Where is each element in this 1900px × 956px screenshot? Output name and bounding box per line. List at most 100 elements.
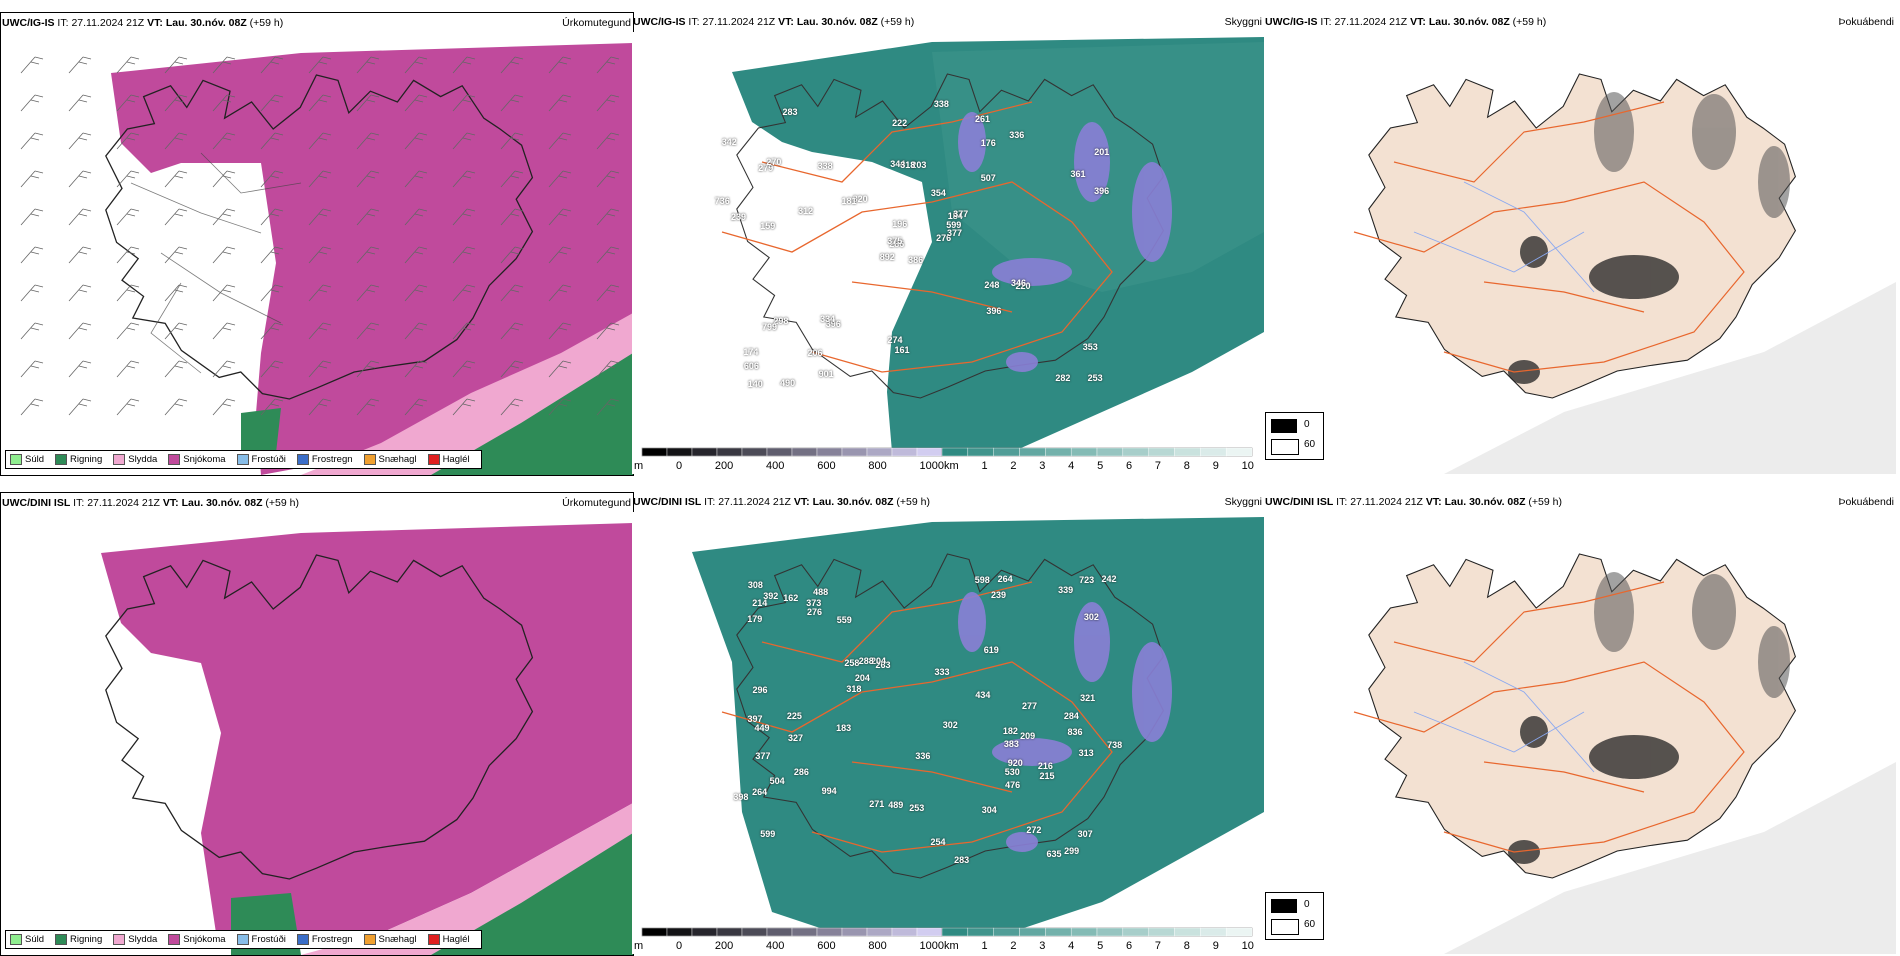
wind-barb (68, 360, 92, 378)
cloud-base-value: 396 (986, 305, 1002, 316)
wind-barb (308, 56, 332, 74)
cloud-base-value: 635 (1046, 848, 1062, 859)
wind-barb (212, 56, 236, 74)
rain-area (431, 353, 633, 475)
scale-segment (1174, 927, 1201, 937)
scale-segment (967, 447, 994, 457)
legend-swatch (296, 934, 309, 945)
cloud-base-value: 398 (733, 792, 749, 803)
cloud-base-value: 196 (892, 219, 908, 230)
fog-swatch-dark (1271, 419, 1297, 433)
cloud-base-value: 204 (854, 672, 870, 683)
scale-segment (941, 447, 969, 457)
wind-barb (164, 322, 188, 340)
wind-barb (68, 170, 92, 188)
wind-barb (308, 208, 332, 226)
legend-swatch (363, 454, 376, 465)
cloud-base-value: 354 (930, 187, 946, 198)
scale-segment (1019, 447, 1046, 457)
scale-segment (791, 927, 818, 937)
scale-segment (1070, 447, 1098, 457)
wind-barb (20, 398, 44, 416)
cloud-base-value: 272 (1026, 825, 1042, 836)
cloud-base-value: 215 (1039, 771, 1055, 782)
wind-barb (260, 56, 284, 74)
wind-barb (308, 246, 332, 264)
wind-barb (164, 170, 188, 188)
wind-barb (500, 208, 524, 226)
cloud-base-value: 282 (1055, 372, 1071, 383)
cloud-base-value: 206 (807, 348, 823, 359)
legend-swatch (236, 934, 249, 945)
scale-segment (1122, 447, 1149, 457)
cloud-base-value: 248 (984, 279, 1000, 290)
cloud-base-value: 214 (752, 597, 768, 608)
wind-barb (212, 94, 236, 112)
cloud-base-value: 286 (889, 238, 905, 249)
cloud-base-value: 318 (846, 684, 862, 695)
panel-title: Úrkomutegund (562, 497, 631, 509)
cloud-base-value: 736 (714, 196, 730, 207)
fog-swatch-light (1271, 439, 1299, 455)
cloud-base-value: 377 (946, 228, 963, 239)
cloud-base-value: 723 (1079, 574, 1095, 585)
cloud-base-value: 284 (1063, 711, 1079, 722)
wind-barb (548, 94, 572, 112)
cloud-base-value: 296 (752, 684, 768, 695)
cloud-map (632, 512, 1264, 954)
panel-header: UWC/IG-IS IT: 27.11.2024 21Z VT: Lau. 30… (1265, 16, 1547, 28)
iceland-land (1368, 553, 1797, 879)
wind-barb (260, 170, 284, 188)
wind-barb (116, 398, 140, 416)
cloud-base-value: 304 (981, 805, 997, 816)
wind-barb (164, 56, 188, 74)
wind-barb (404, 94, 428, 112)
wind-barb (500, 56, 524, 74)
cloud-base-value: 239 (991, 590, 1007, 601)
scale-segment (1045, 927, 1072, 937)
scale-segment (766, 927, 793, 937)
cloud-base-value: 476 (1005, 780, 1021, 791)
wind-barb (356, 132, 380, 150)
scale-segment (993, 447, 1020, 457)
wind-barb (548, 322, 572, 340)
scale-segment (1122, 927, 1149, 937)
wind-barb (20, 94, 44, 112)
wind-barb (500, 94, 524, 112)
legend-swatch (296, 454, 309, 465)
scale-segment (993, 927, 1020, 937)
cloud-base-value: 258 (844, 658, 860, 669)
cloud-base-value: 222 (892, 118, 908, 129)
cloud-base-value: 277 (1022, 700, 1038, 711)
wind-barb (356, 322, 380, 340)
cloud-base-value: 994 (821, 785, 837, 796)
wind-barb (308, 360, 332, 378)
cloud-base-value: 892 (879, 251, 895, 262)
scale-segment (916, 927, 943, 937)
cloud-base-value: 283 (782, 106, 798, 117)
cloud-base-value: 276 (806, 606, 823, 617)
wind-barb (596, 322, 620, 340)
legend-swatch (55, 454, 68, 465)
wind-barb (596, 246, 620, 264)
scale-segment (1200, 447, 1227, 457)
wind-barb (20, 170, 44, 188)
cloud-panel-top: UWC/IG-IS IT: 27.11.2024 21Z VT: Lau. 30… (632, 12, 1264, 474)
cloud-base-value: 901 (818, 369, 834, 380)
cloud-base-value: 396 (1094, 186, 1110, 197)
wind-barb (212, 360, 236, 378)
cloud-base-value: 239 (731, 211, 747, 222)
cloud-base-value: 599 (760, 828, 776, 839)
legend-swatch (427, 934, 440, 945)
wind-barb (596, 398, 620, 416)
cloud-base-value: 353 (1082, 341, 1098, 352)
legend-swatch (427, 454, 440, 465)
wind-barb (68, 208, 92, 226)
scale-segment (1148, 927, 1175, 937)
wind-barb (68, 322, 92, 340)
wind-barb (260, 132, 284, 150)
wind-barb (260, 284, 284, 302)
cloud-base-value: 140 (747, 379, 763, 390)
cloud-base-value: 488 (813, 587, 829, 597)
cloud-base-value: 344 (890, 159, 906, 170)
